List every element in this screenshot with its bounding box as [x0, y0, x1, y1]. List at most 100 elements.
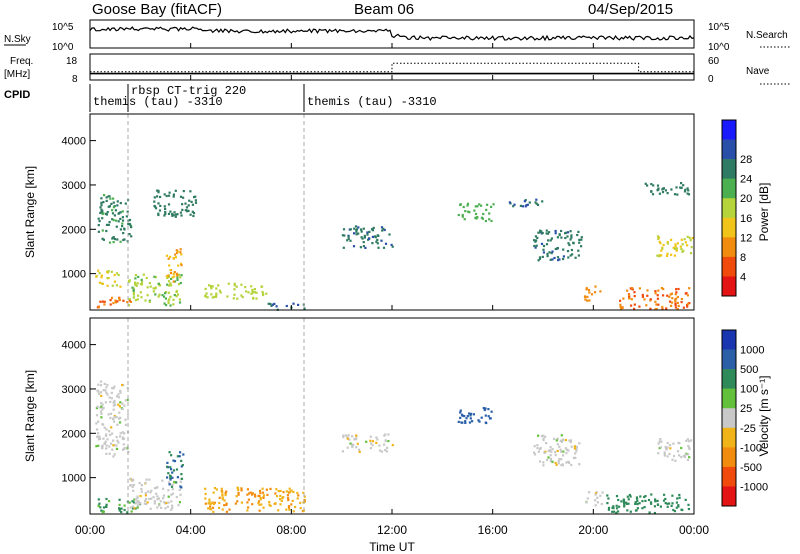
- heatmap-cell: [570, 463, 573, 467]
- heatmap-cell: [556, 247, 559, 250]
- heatmap-cell: [593, 291, 597, 294]
- heatmap-cell: [542, 244, 546, 248]
- heatmap-cell: [382, 227, 385, 230]
- heatmap-cell: [104, 440, 107, 443]
- heatmap-cell: [146, 294, 149, 297]
- heatmap-cell: [568, 243, 571, 247]
- heatmap-cell: [556, 449, 559, 453]
- heatmap-cell: [117, 441, 120, 444]
- heatmap-cell: [587, 288, 591, 292]
- heatmap-cell: [658, 447, 661, 450]
- heatmap-cell: [371, 440, 375, 443]
- heatmap-cell: [133, 507, 136, 510]
- heatmap-cell: [156, 498, 159, 501]
- heatmap-cell: [578, 463, 581, 466]
- heatmap-cell: [687, 189, 690, 192]
- nsearch-tick-top: 10^5: [708, 22, 730, 33]
- heatmap-cell: [207, 502, 210, 505]
- heatmap-cell: [128, 233, 131, 236]
- heatmap-cell: [682, 249, 685, 252]
- heatmap-cell: [615, 507, 619, 510]
- heatmap-region: [96, 296, 132, 309]
- heatmap-cell: [674, 243, 677, 246]
- heatmap-cell: [175, 272, 178, 275]
- heatmap-cell: [169, 269, 172, 272]
- heatmap-cell: [586, 299, 589, 302]
- heatmap-cell: [341, 234, 344, 237]
- heatmap-cell: [549, 239, 552, 242]
- heatmap-cell: [461, 215, 464, 218]
- heatmap-cell: [666, 505, 669, 508]
- colorbar-segment: [722, 388, 736, 409]
- heatmap-cell: [130, 226, 133, 229]
- colorbar-segment: [722, 159, 736, 179]
- heatmap-cell: [679, 186, 682, 189]
- heatmap-cell: [251, 289, 254, 293]
- heatmap-cell: [99, 300, 102, 303]
- heatmap-cell: [627, 502, 630, 505]
- heatmap-cell: [255, 291, 258, 294]
- heatmap-cell: [533, 239, 536, 242]
- heatmap-cell: [236, 297, 239, 300]
- freq-tick-top: 18: [66, 56, 78, 67]
- heatmap-cell: [568, 439, 571, 442]
- heatmap-cell: [175, 249, 178, 252]
- heatmap-cell: [166, 283, 169, 286]
- heatmap-cell: [204, 295, 207, 298]
- heatmap-cell: [204, 502, 207, 505]
- heatmap-cell: [156, 189, 159, 192]
- heatmap-cell: [112, 408, 115, 411]
- heatmap-cell: [670, 304, 673, 307]
- heatmap-cell: [657, 303, 660, 306]
- heatmap-cell: [150, 497, 153, 500]
- heatmap-cell: [636, 507, 639, 510]
- heatmap-cell: [554, 247, 557, 251]
- heatmap-cell: [471, 420, 474, 423]
- heatmap-cell: [153, 275, 156, 278]
- heatmap-cell: [644, 495, 647, 498]
- heatmap-cell: [150, 489, 153, 492]
- heatmap-cell: [110, 202, 113, 205]
- heatmap-cell: [660, 287, 663, 290]
- heatmap-cell: [577, 230, 580, 233]
- heatmap-cell: [175, 251, 179, 254]
- heatmap-cell: [132, 506, 135, 509]
- heatmap-cell: [560, 458, 563, 461]
- heatmap-cell: [687, 453, 690, 456]
- heatmap-cell: [358, 448, 361, 451]
- heatmap-cell: [535, 239, 538, 242]
- heatmap-cell: [172, 195, 175, 198]
- heatmap-cell: [162, 295, 166, 298]
- heatmap-cell: [484, 407, 487, 410]
- heatmap-cell: [265, 488, 268, 491]
- heatmap-cell: [130, 510, 133, 513]
- heatmap-cell: [106, 383, 109, 386]
- power-heatmap: [95, 182, 694, 311]
- heatmap-cell: [146, 490, 150, 493]
- heatmap-cell: [116, 204, 119, 207]
- heatmap-cell: [549, 454, 552, 457]
- freq-tick-bottom: 8: [72, 74, 78, 85]
- heatmap-cell: [535, 198, 538, 201]
- heatmap-cell: [109, 433, 112, 436]
- heatmap-cell: [349, 239, 352, 242]
- heatmap-cell: [140, 484, 143, 487]
- heatmap-cell: [136, 499, 139, 503]
- heatmap-cell: [262, 496, 265, 499]
- heatmap-cell: [254, 495, 257, 498]
- heatmap-cell: [102, 423, 105, 426]
- heatmap-cell: [678, 454, 681, 457]
- heatmap-cell: [656, 499, 659, 502]
- heatmap-cell: [480, 416, 483, 419]
- velocity-colorbar-tick: -25: [740, 423, 756, 435]
- heatmap-cell: [670, 504, 673, 507]
- heatmap-region: [644, 182, 691, 196]
- heatmap-cell: [677, 304, 680, 307]
- heatmap-cell: [259, 496, 262, 499]
- heatmap-cell: [180, 262, 183, 265]
- heatmap-cell: [594, 492, 597, 495]
- heatmap-cell: [136, 504, 139, 507]
- heatmap-cell: [347, 434, 350, 437]
- heatmap-cell: [542, 464, 545, 467]
- heatmap-cell: [376, 242, 379, 245]
